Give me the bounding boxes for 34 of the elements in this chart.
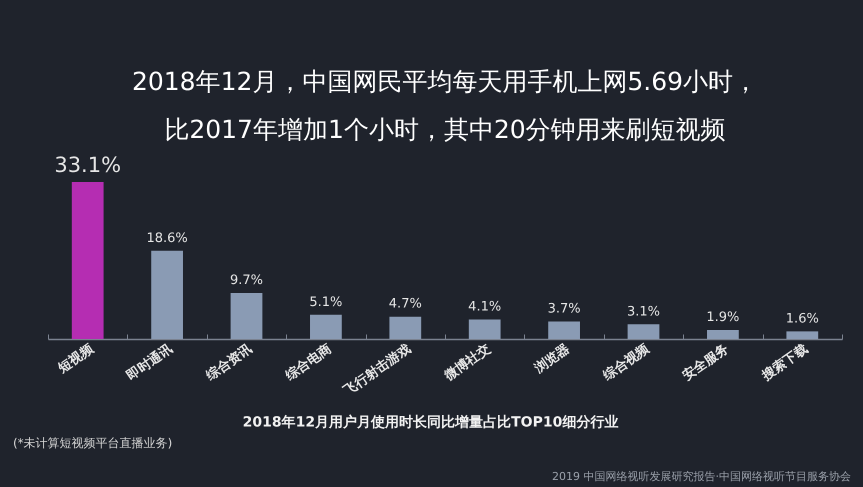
x-tick-label: 浏览器 (530, 340, 573, 377)
data-label: 1.9% (706, 310, 740, 325)
x-tick-label: 安全服务 (680, 340, 732, 384)
bar (310, 314, 342, 339)
bar (389, 316, 422, 339)
bar (468, 320, 501, 339)
bar (72, 182, 104, 339)
x-tick-label: 综合电商 (282, 340, 334, 384)
chart-title: 2018年12月，中国网民平均每天用手机上网5.69小时，比2017年增加1个小时，其中20分钟用来刷短视频 (132, 67, 758, 144)
x-tick-label: 即时通讯 (124, 340, 176, 384)
x-tick-label: 搜索下载 (758, 340, 811, 384)
data-label: 5.1% (309, 294, 342, 310)
data-label: 3.1% (626, 304, 660, 320)
bar (628, 324, 660, 339)
text: (*未计算短视频平台直播业务) (13, 435, 172, 452)
x-tick-label: 飞行射击游戏 (340, 342, 414, 400)
data-label: 18.6% (146, 230, 188, 246)
data-label: 1.6% (786, 311, 819, 326)
text: 2019 中国网络视听发展研究报告·中国网络视听节目服务协会 (552, 469, 851, 484)
bar (707, 330, 739, 339)
data-label: 9.7% (230, 272, 264, 288)
bar (548, 321, 580, 339)
data-label: 33.1% (54, 153, 122, 177)
data-label: 4.1% (468, 300, 502, 315)
x-axis-title: 2018年12月用户月使用时长同比增量占比TOP10细分行业 (242, 414, 618, 430)
bar (151, 250, 183, 339)
data-label: 4.7% (388, 296, 422, 312)
x-tick-label: 短视频 (54, 340, 98, 377)
x-tick-label: 综合资讯 (202, 340, 256, 384)
x-tick-label: 微博社交 (440, 340, 494, 384)
data-label: 3.7% (548, 301, 581, 316)
bar (230, 292, 262, 339)
bar (786, 331, 818, 339)
x-tick-label: 综合视频 (599, 340, 653, 384)
